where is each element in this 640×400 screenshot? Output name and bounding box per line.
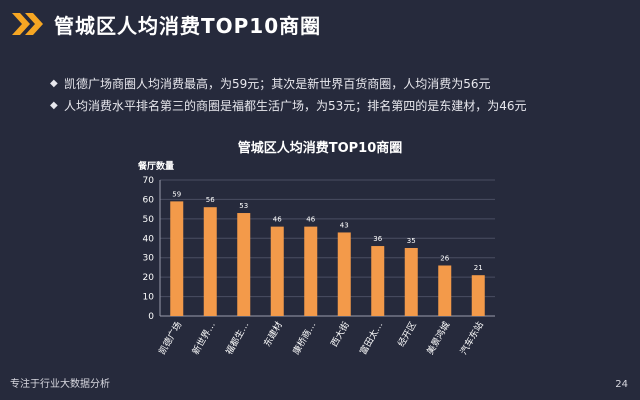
x-tick-label: 康桥商…: [290, 320, 318, 357]
x-tick-label: 富田太…: [357, 320, 385, 357]
bar-value-label: 36: [373, 235, 382, 243]
x-tick-label: 新世界…: [189, 320, 217, 357]
y-tick-label: 50: [143, 215, 155, 225]
bar-value-label: 35: [407, 237, 416, 245]
diamond-bullet-icon: ◆: [50, 99, 58, 111]
page-number: 24: [615, 379, 628, 390]
summary-bullet: ◆ 人均消费水平排名第三的商圈是福都生活广场，为53元；排名第四的是东建材，为4…: [50, 94, 630, 116]
bar-value-label: 59: [172, 190, 181, 198]
bar-value-label: 53: [239, 202, 248, 210]
bar: [438, 265, 452, 316]
summary-bullet: ◆ 凯德广场商圈人均消费最高，为59元；其次是新世界百货商圈，人均消费为56元: [50, 72, 630, 94]
x-tick-label: 经开区: [395, 320, 419, 349]
header: 管城区人均消费TOP10商圈: [0, 0, 640, 46]
y-tick-label: 10: [143, 293, 155, 303]
bar: [304, 226, 318, 316]
chart-title: 管城区人均消费TOP10商圈: [238, 140, 403, 156]
bar-chart: 管城区人均消费TOP10商圈 餐厅数量 0 10 20 30 40 50 60 70 59 凯德…: [110, 132, 530, 382]
bar-value-label: 46: [273, 216, 282, 224]
bar: [237, 213, 251, 316]
page-title: 管城区人均消费TOP10商圈: [54, 14, 322, 38]
y-tick-label: 40: [143, 234, 155, 244]
bar-value-label: 43: [340, 221, 349, 229]
bar: [471, 275, 485, 316]
x-tick-label: 凯德广场: [156, 320, 184, 357]
bar-chart-svg: 管城区人均消费TOP10商圈 餐厅数量 0 10 20 30 40 50 60 70 59 凯德…: [137, 140, 495, 357]
bar-value-label: 56: [206, 196, 215, 204]
x-tick-label: 东建材: [261, 320, 285, 349]
bar-value-label: 26: [440, 254, 449, 262]
x-tick-label: 福都生…: [223, 320, 251, 357]
summary-bullet-text: 人均消费水平排名第三的商圈是福都生活广场，为53元；排名第四的是东建材，为46元: [64, 98, 527, 113]
summary-bullets: ◆ 凯德广场商圈人均消费最高，为59元；其次是新世界百货商圈，人均消费为56元 …: [50, 72, 630, 116]
double-chevron-right-icon: [12, 13, 43, 35]
bar: [371, 246, 385, 316]
y-tick-label: 0: [148, 312, 154, 322]
y-tick-label: 60: [143, 195, 155, 205]
bar-value-label: 46: [306, 216, 315, 224]
bar-value-label: 21: [474, 264, 483, 272]
footer-tagline: 专注于行业大数据分析: [10, 379, 110, 390]
y-tick-label: 20: [143, 273, 155, 283]
bar: [203, 207, 217, 316]
bar: [270, 226, 284, 316]
y-tick-label: 30: [143, 254, 155, 264]
x-tick-label: 美景鸿城: [424, 320, 452, 357]
y-tick-label: 70: [143, 176, 155, 186]
x-tick-label: 汽车东站: [457, 320, 485, 357]
x-tick-label: 西大街: [328, 320, 352, 349]
bar: [337, 232, 351, 316]
y-axis-label: 餐厅数量: [137, 160, 174, 172]
summary-bullet-text: 凯德广场商圈人均消费最高，为59元；其次是新世界百货商圈，人均消费为56元: [64, 76, 491, 91]
diamond-bullet-icon: ◆: [50, 77, 58, 89]
bar: [404, 248, 418, 316]
bar: [170, 201, 184, 316]
